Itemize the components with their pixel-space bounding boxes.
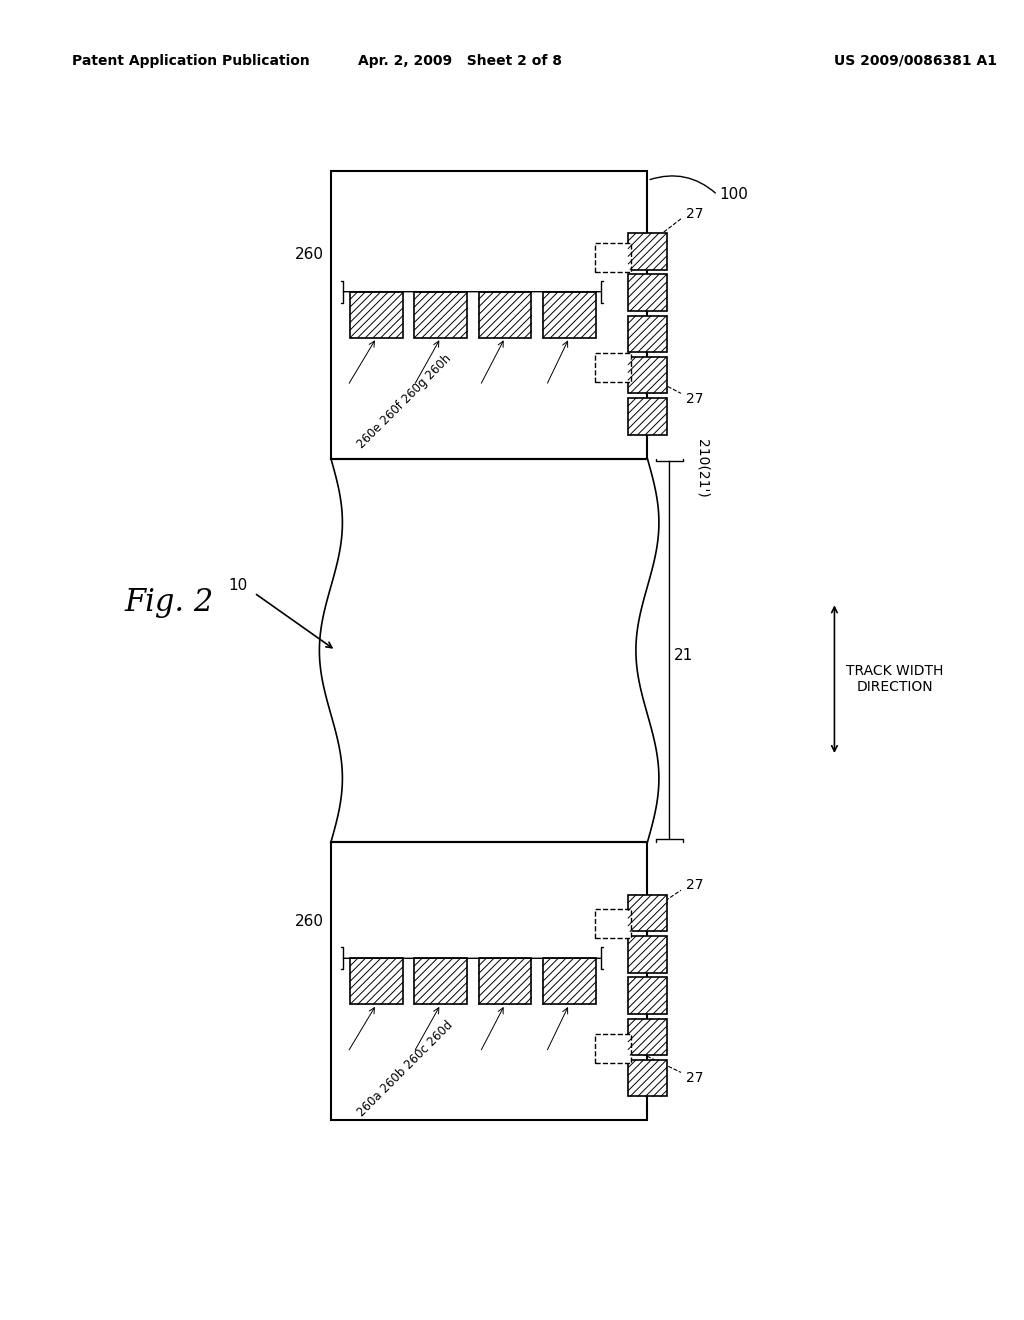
Text: 260e 260f 260g 260h: 260e 260f 260g 260h <box>355 352 454 451</box>
Bar <box>350 958 402 1005</box>
Bar <box>595 243 631 272</box>
Text: Fig. 2: Fig. 2 <box>125 587 214 618</box>
Bar <box>415 958 467 1005</box>
Text: Apr. 2, 2009   Sheet 2 of 8: Apr. 2, 2009 Sheet 2 of 8 <box>358 54 562 67</box>
Bar <box>629 895 667 932</box>
Text: 10: 10 <box>228 578 248 593</box>
Bar <box>331 842 647 1121</box>
Text: 27: 27 <box>686 207 703 220</box>
Text: 100: 100 <box>719 187 749 202</box>
Bar <box>595 1034 631 1063</box>
Bar <box>543 958 596 1005</box>
Text: 27: 27 <box>686 1071 703 1085</box>
Bar <box>331 170 647 458</box>
Text: 260: 260 <box>295 913 325 929</box>
Bar <box>629 356 667 393</box>
Text: US 2009/0086381 A1: US 2009/0086381 A1 <box>835 54 997 67</box>
Text: 27: 27 <box>686 878 703 892</box>
Bar <box>629 275 667 312</box>
Bar <box>629 1060 667 1097</box>
Text: 210(21'): 210(21') <box>695 438 710 498</box>
Bar <box>415 292 467 338</box>
Bar <box>629 978 667 1014</box>
Text: Patent Application Publication: Patent Application Publication <box>72 54 309 67</box>
Bar <box>629 315 667 352</box>
Bar <box>350 292 402 338</box>
Bar <box>629 936 667 973</box>
Text: TRACK WIDTH
DIRECTION: TRACK WIDTH DIRECTION <box>846 664 943 694</box>
Bar <box>629 399 667 434</box>
Bar <box>478 292 531 338</box>
Bar <box>543 292 596 338</box>
Bar <box>629 234 667 269</box>
Bar <box>629 1019 667 1055</box>
Bar <box>595 352 631 381</box>
Text: 27: 27 <box>686 392 703 407</box>
Text: 260: 260 <box>295 247 325 263</box>
Text: 260a 260b 260c 260d: 260a 260b 260c 260d <box>355 1019 456 1119</box>
Bar <box>595 909 631 939</box>
Text: 21: 21 <box>674 648 693 663</box>
Bar <box>478 958 531 1005</box>
